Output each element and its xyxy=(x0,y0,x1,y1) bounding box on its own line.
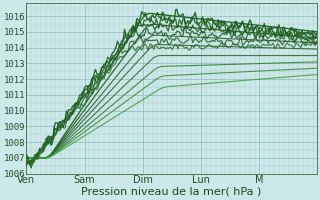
X-axis label: Pression niveau de la mer( hPa ): Pression niveau de la mer( hPa ) xyxy=(81,187,262,197)
